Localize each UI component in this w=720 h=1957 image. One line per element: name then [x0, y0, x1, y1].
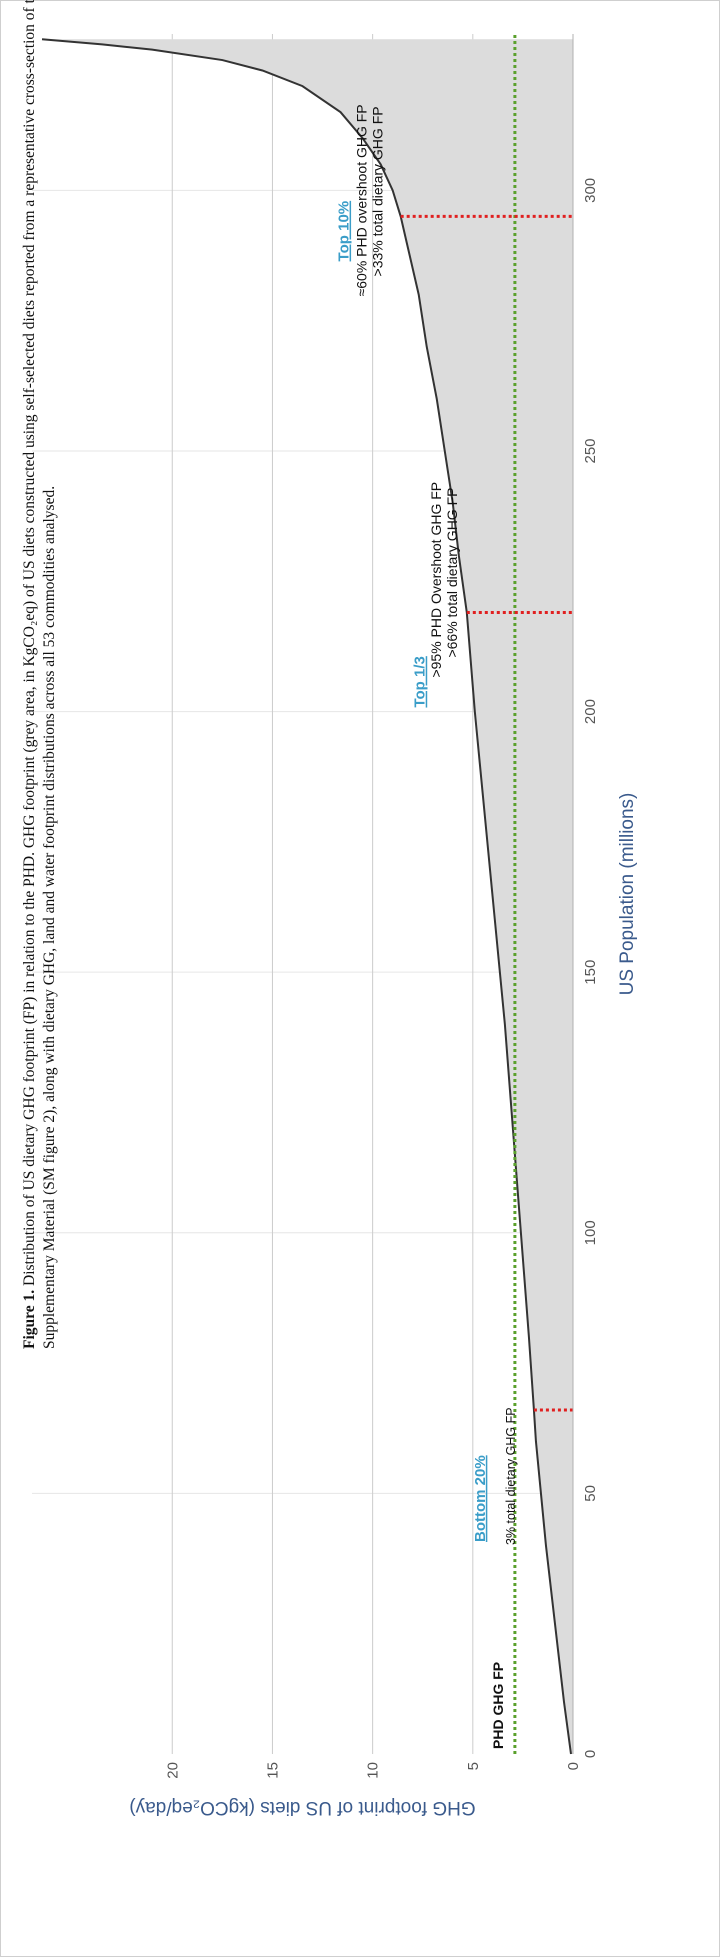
- marker-annotation: >66% total dietary GHG FP: [444, 488, 460, 658]
- area-fill: [42, 39, 573, 1754]
- population-markers: Bottom 20% 3% total dietary GHG FP Top 1/3…: [336, 104, 573, 1545]
- x-tick-label: 300: [582, 178, 599, 203]
- y-tick-label: 10: [365, 1762, 382, 1779]
- marker-annotation: 3% total dietary GHG FP: [504, 1407, 518, 1545]
- marker-annotation: >33% total dietary GHG FP: [370, 106, 386, 276]
- x-tick-label: 50: [582, 1485, 599, 1502]
- x-axis-title: US Population (millions): [617, 793, 638, 996]
- marker-heading: Top 10%: [336, 201, 353, 262]
- footprint-area: [41, 38, 573, 1755]
- x-tick-label: 200: [582, 699, 599, 724]
- marker-annotation: >95% PHD Overshoot GHG FP: [428, 482, 444, 678]
- marker-heading: Top 1/3: [412, 656, 429, 707]
- figure-caption: Figure 1. Distribution of US dietary GHG…: [20, 0, 60, 1349]
- y-tick-label: 5: [465, 1762, 482, 1770]
- x-tick-label: 250: [582, 438, 599, 463]
- x-tick-label: 0: [582, 1750, 599, 1758]
- y-tick-label: 15: [264, 1762, 281, 1779]
- axes: 0 50 100 150 200 250 300 0 5 10 15 20: [164, 34, 599, 1779]
- phd-reference: PHD GHG FP: [490, 34, 517, 1754]
- marker-annotation: ≈60% PHD overshoot GHG FP: [354, 104, 370, 296]
- y-tick-label: 0: [565, 1762, 582, 1770]
- x-tick-label: 100: [582, 1220, 599, 1245]
- y-axis-title: GHG footprint of US diets (kgCO₂eq/day): [129, 1797, 475, 1818]
- marker-heading: Bottom 20%: [472, 1455, 489, 1542]
- x-tick-label: 150: [582, 960, 599, 985]
- footprint-curve: [41, 38, 572, 1755]
- caption-label: Figure 1.: [21, 1289, 38, 1349]
- y-tick-label: 20: [164, 1762, 181, 1779]
- caption-text: Distribution of US dietary GHG footprint…: [21, 0, 58, 1349]
- phd-reference-label: PHD GHG FP: [490, 1662, 506, 1749]
